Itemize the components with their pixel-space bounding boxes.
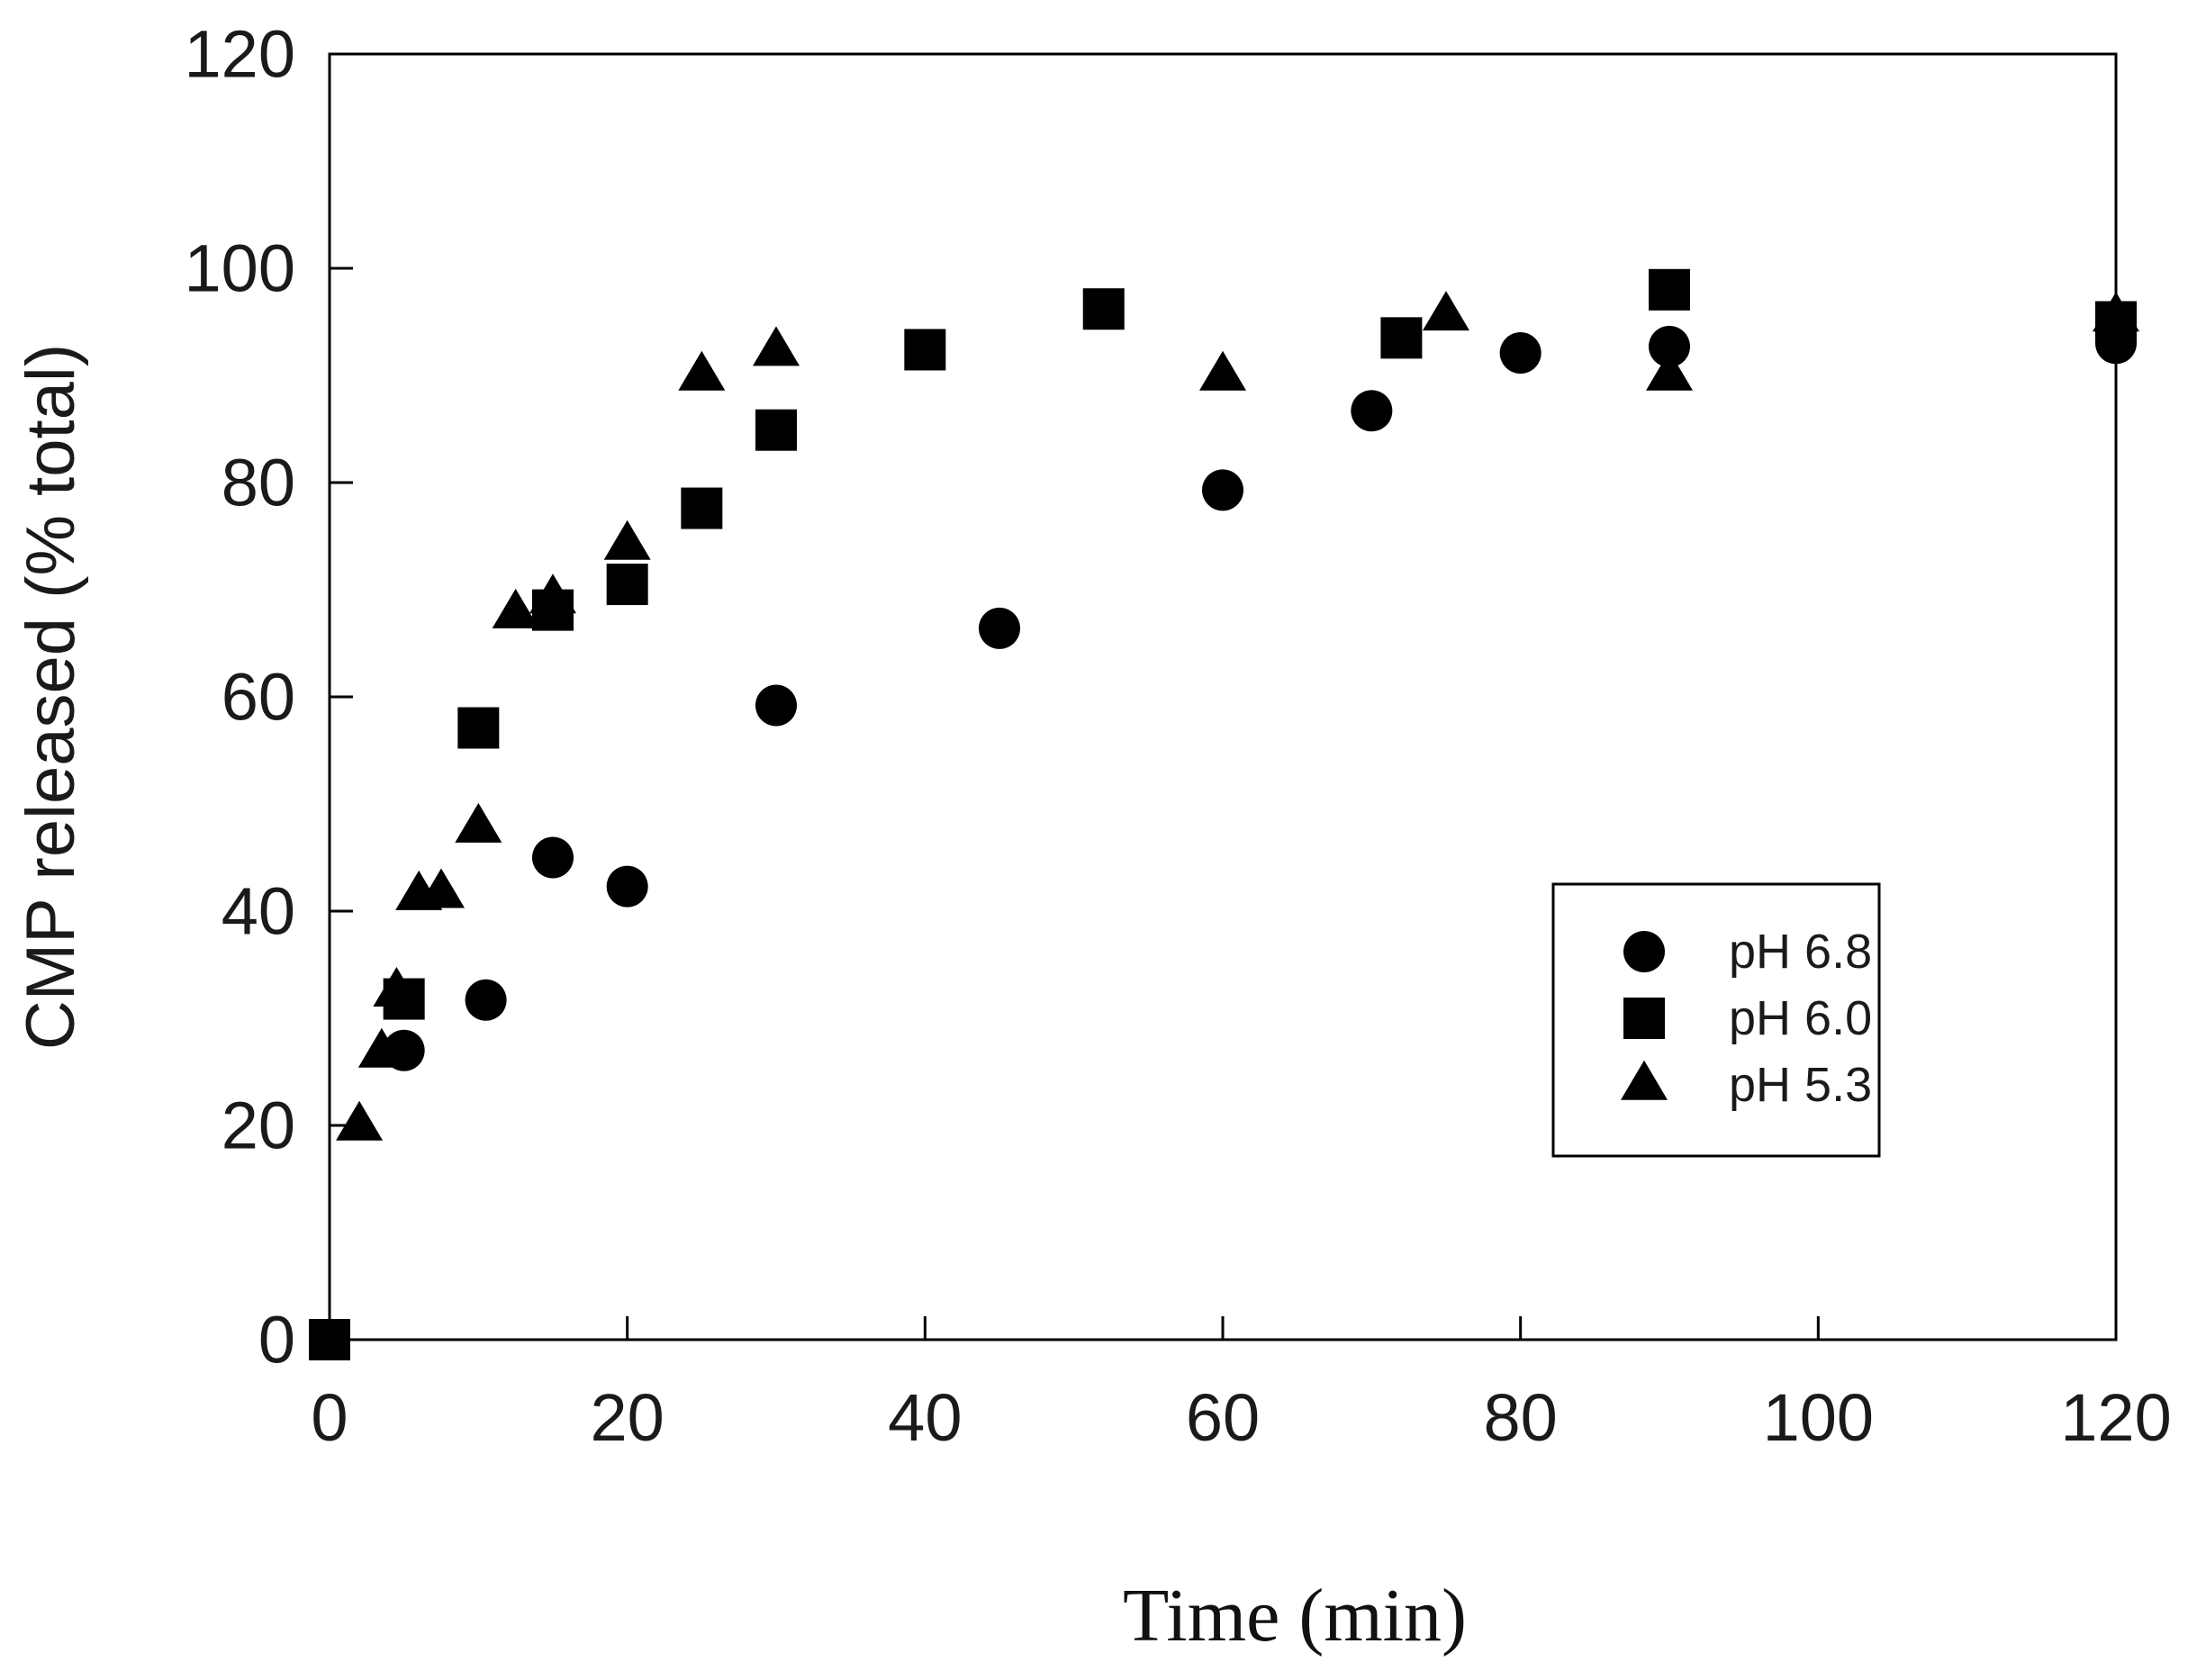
circle-marker (1649, 325, 1690, 367)
y-tick-label: 20 (222, 1088, 295, 1163)
triangle-marker (418, 868, 465, 908)
triangle-marker (1199, 350, 1246, 391)
legend-circle-icon (1623, 931, 1665, 972)
triangle-marker (603, 519, 651, 560)
y-tick-label: 120 (185, 17, 295, 92)
circle-marker (1499, 332, 1542, 375)
square-marker (755, 409, 797, 451)
series-pH-5-3 (336, 291, 2139, 1141)
legend-label: pH 5.3 (1729, 1058, 1872, 1112)
legend-box (1551, 882, 1881, 1158)
circle-marker (755, 684, 797, 727)
x-tick-label: 80 (1484, 1380, 1558, 1455)
series-pH-6-8 (309, 322, 2137, 1360)
x-tick-label: 40 (888, 1380, 962, 1455)
square-marker (904, 329, 946, 371)
triangle-marker (492, 588, 539, 628)
triangle-marker (678, 350, 726, 391)
x-tick-label: 20 (591, 1380, 665, 1455)
x-tick-label: 120 (2060, 1380, 2171, 1455)
square-marker (309, 1319, 350, 1360)
triangle-marker (1646, 350, 1693, 391)
square-marker (1082, 288, 1125, 330)
legend-label: pH 6.0 (1729, 991, 1872, 1045)
square-marker (1649, 268, 1690, 311)
legend-square-icon (1623, 998, 1665, 1039)
x-tick-label: 0 (311, 1380, 348, 1455)
square-marker (457, 707, 500, 749)
triangle-marker (455, 802, 502, 843)
y-axis-title: CMP released (% total) (13, 344, 89, 1050)
circle-marker (1351, 390, 1393, 432)
triangle-marker (336, 1100, 384, 1141)
legend-triangle-icon (1621, 1060, 1668, 1100)
triangle-marker (753, 326, 800, 366)
y-tick-label: 80 (222, 446, 295, 520)
triangle-marker (373, 966, 420, 1007)
triangle-marker (1423, 291, 1469, 331)
x-axis-title: Time (min) (1123, 1574, 1467, 1657)
triangle-marker (357, 1027, 405, 1068)
axes: 0 20 40 60 80 100 120 0 20 40 60 80 100 120 (185, 17, 2172, 1456)
triangle-marker (529, 574, 576, 614)
x-tick-label: 60 (1186, 1380, 1260, 1455)
triangle-marker (2093, 292, 2139, 332)
circle-marker (979, 607, 1020, 649)
y-tick-label: 100 (185, 231, 295, 306)
circle-marker (1202, 469, 1243, 511)
y-tick-label: 40 (222, 874, 295, 949)
legend: pH 6.8 pH 6.0 pH 5.3 (1551, 882, 1881, 1158)
legend-label: pH 6.8 (1729, 925, 1872, 979)
series-pH-6-0 (309, 268, 2137, 1360)
y-tick-label: 0 (258, 1303, 295, 1377)
square-marker (606, 564, 648, 606)
y-tick-label: 60 (222, 660, 295, 735)
circle-marker (532, 836, 574, 879)
circle-marker (465, 979, 507, 1021)
x-tick-label: 100 (1763, 1380, 1874, 1455)
square-marker (681, 487, 723, 529)
circle-marker (606, 865, 648, 908)
square-marker (1380, 317, 1423, 359)
data-points (309, 268, 2139, 1360)
